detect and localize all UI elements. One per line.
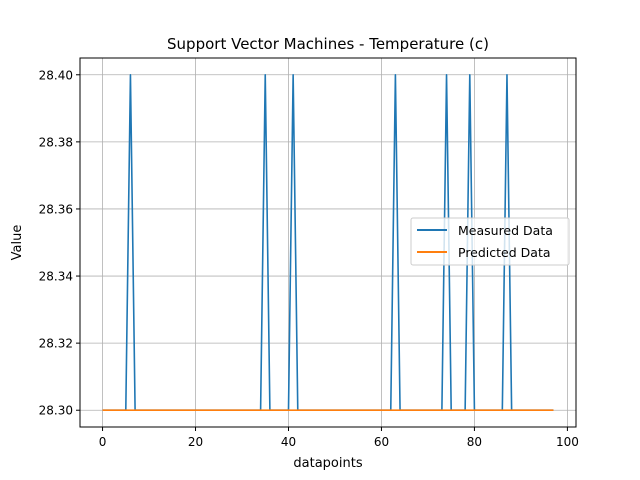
- legend: Measured Data Predicted Data: [410, 217, 570, 266]
- y-tick-label: 28.40: [39, 68, 73, 82]
- legend-box: [410, 217, 570, 266]
- x-tick-label: 60: [374, 435, 389, 449]
- y-tick-label: 28.38: [39, 135, 73, 149]
- legend-label-measured: Measured Data: [458, 223, 553, 238]
- y-tick-label: 28.30: [39, 404, 73, 418]
- y-tick-label: 28.36: [39, 202, 73, 216]
- x-tick-label: 80: [467, 435, 482, 449]
- plot-frame: [79, 57, 577, 428]
- grid: [80, 58, 576, 427]
- x-tick-label: 100: [556, 435, 579, 449]
- x-axis-label: datapoints: [293, 456, 362, 471]
- axis-ticks: 0 20 40 60 80 100 28.30 28.32 28.34 28.36 28.38 28.…: [39, 68, 579, 449]
- y-axis-label: Value: [10, 225, 25, 261]
- x-tick-label: 40: [281, 435, 296, 449]
- x-tick-label: 0: [99, 435, 107, 449]
- series-lines: [102, 73, 554, 412]
- y-tick-label: 28.34: [39, 270, 73, 284]
- y-tick-label: 28.32: [39, 337, 73, 351]
- chart-title: Support Vector Machines - Temperature (c…: [167, 35, 489, 53]
- legend-label-predicted: Predicted Data: [458, 245, 551, 260]
- x-tick-label: 20: [188, 435, 203, 449]
